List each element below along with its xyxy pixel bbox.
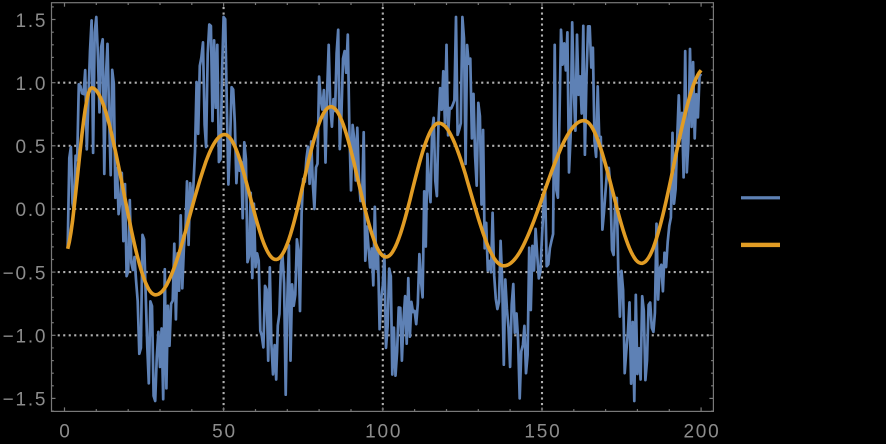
svg-text:0.0: 0.0 — [15, 200, 47, 221]
svg-text:−0.5: −0.5 — [3, 263, 48, 284]
svg-text:−1.0: −1.0 — [3, 327, 48, 348]
svg-text:0.5: 0.5 — [15, 137, 47, 158]
svg-text:−1.5: −1.5 — [3, 390, 48, 411]
svg-text:150: 150 — [524, 422, 561, 443]
svg-text:0: 0 — [59, 422, 71, 443]
svg-text:50: 50 — [212, 422, 237, 443]
svg-text:1.5: 1.5 — [15, 11, 47, 32]
svg-text:100: 100 — [365, 422, 402, 443]
svg-text:1.0: 1.0 — [15, 74, 47, 95]
svg-text:200: 200 — [683, 422, 720, 443]
